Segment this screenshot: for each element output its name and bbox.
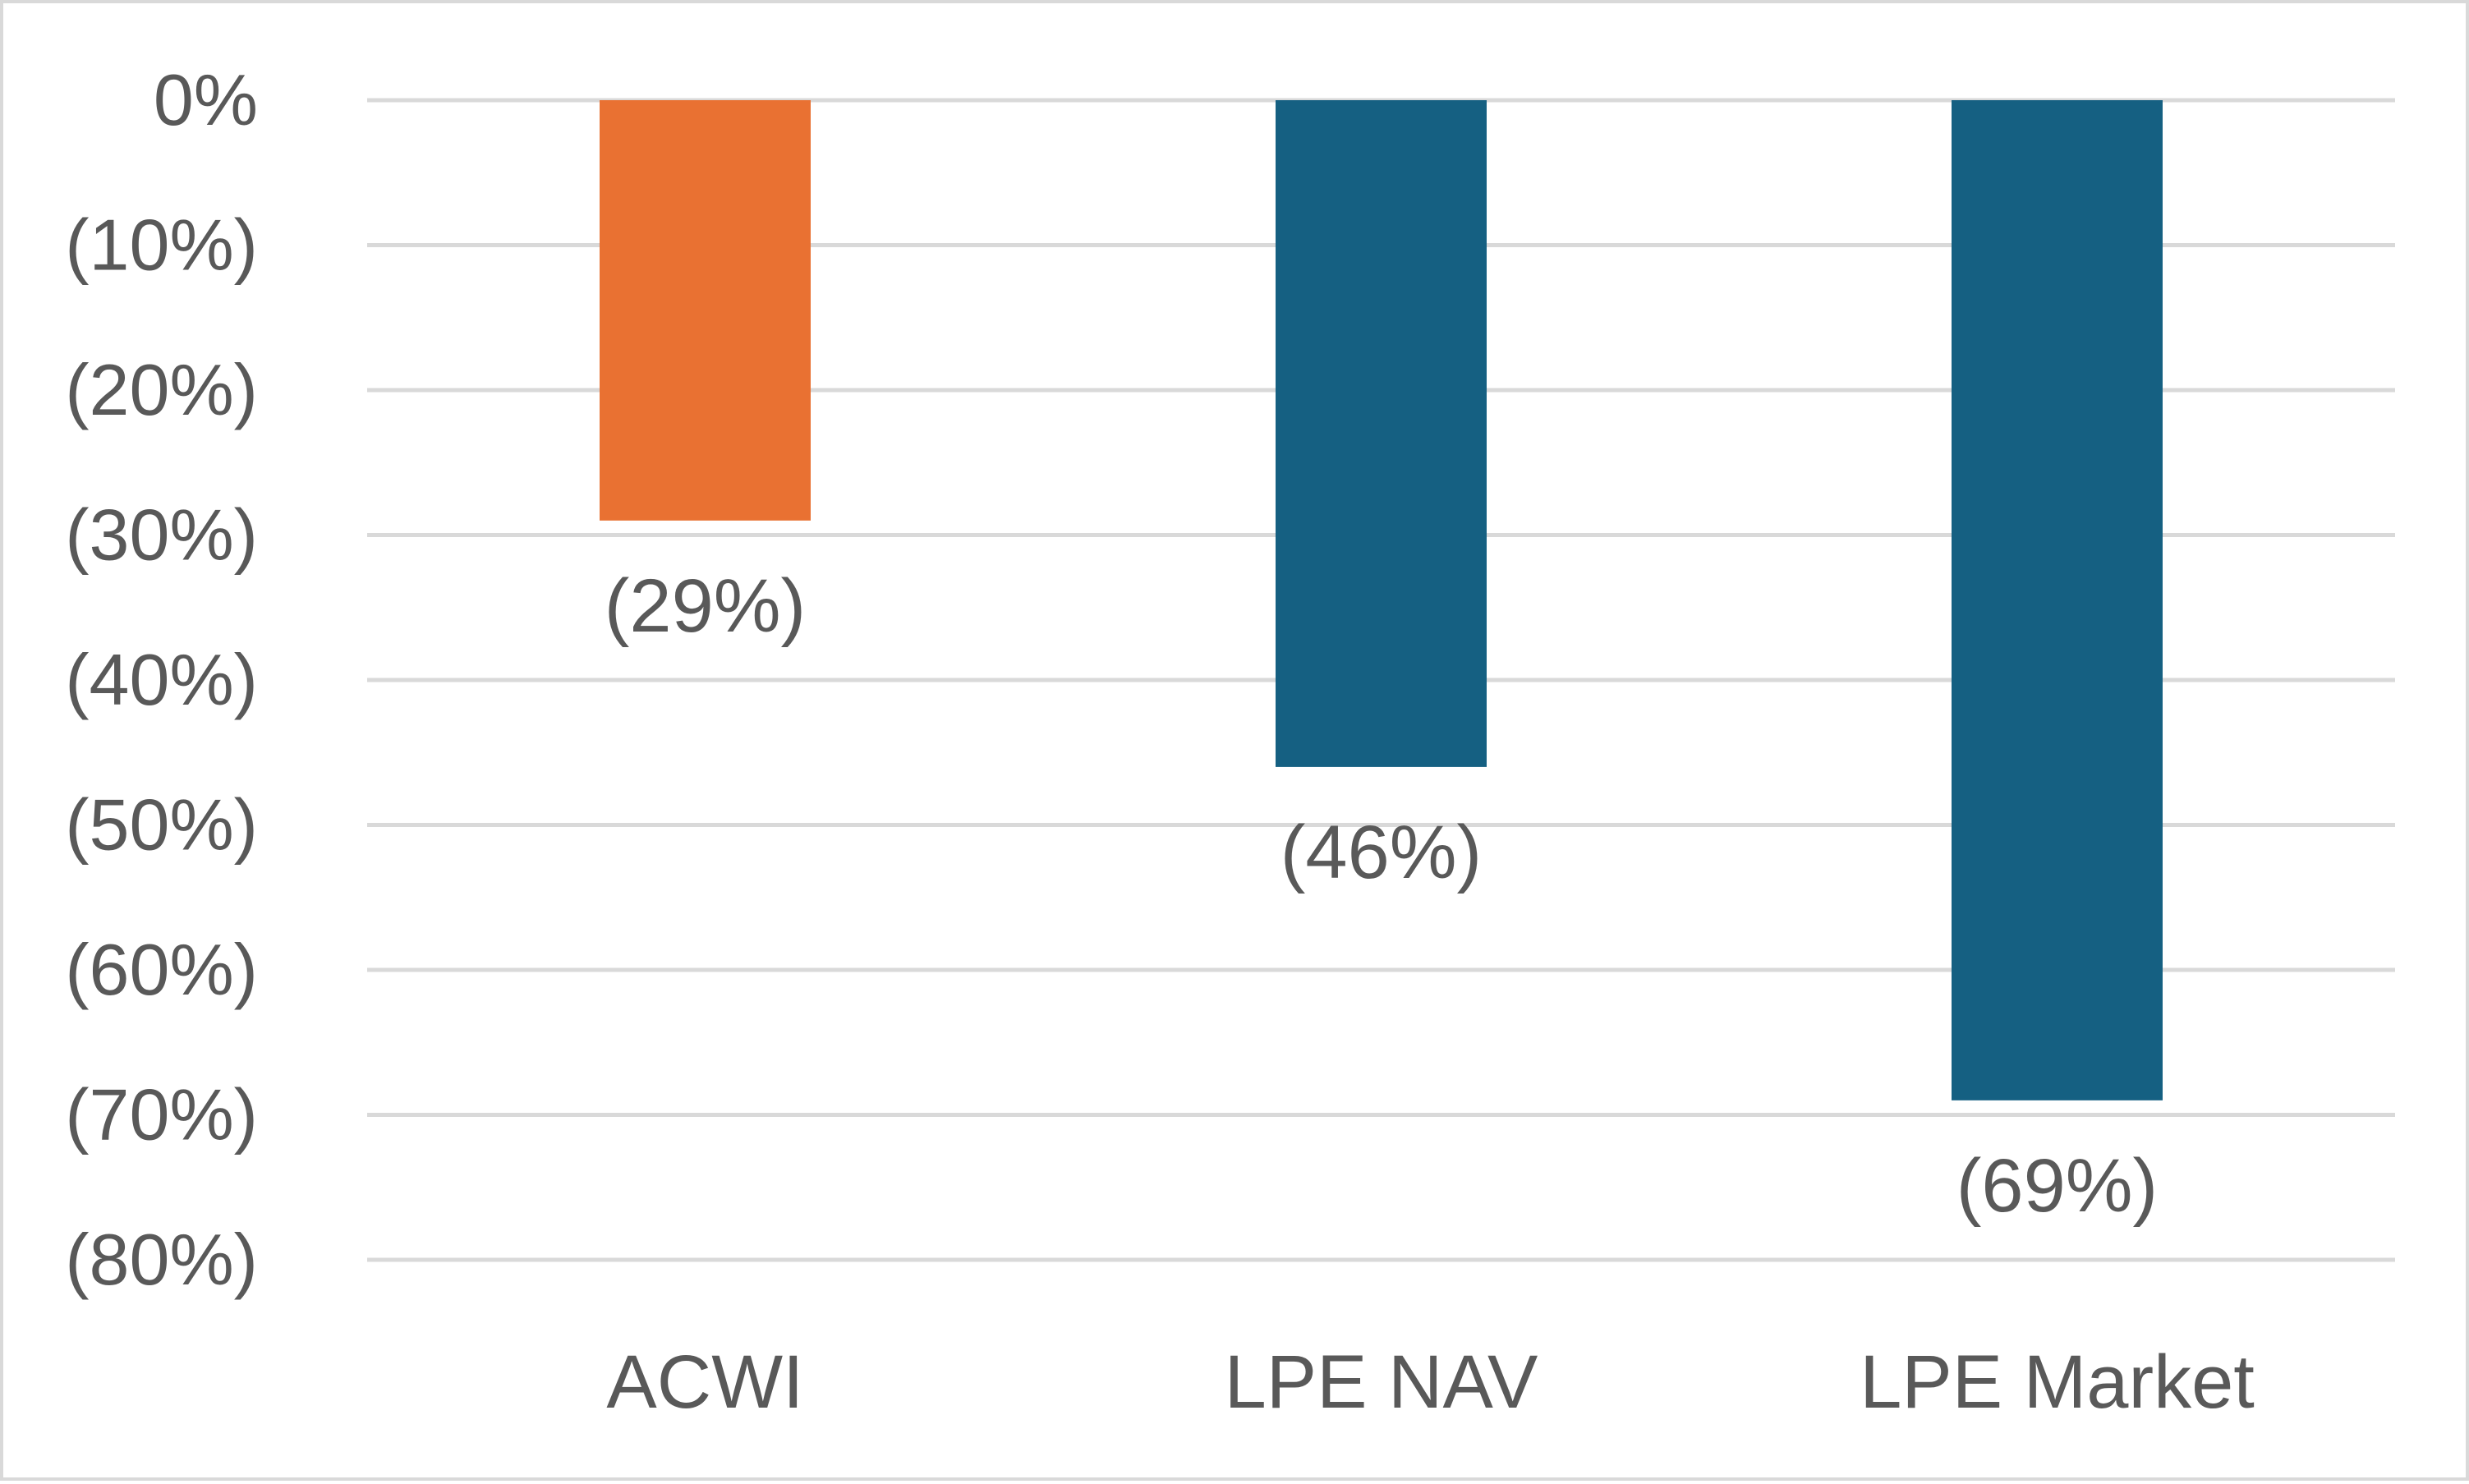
- y-tick-label: (20%): [65, 349, 258, 430]
- category-label: LPE Market: [1860, 1340, 2255, 1424]
- y-tick-label: (70%): [65, 1074, 258, 1155]
- y-tick-label: 0%: [154, 59, 258, 140]
- bar-chart: 0% (10%) (20%) (30%) (40%) (50%) (60%) (70%) (80…: [65, 59, 2395, 1424]
- y-tick-label: (80%): [65, 1219, 258, 1300]
- bar-acwi: [600, 100, 811, 521]
- x-axis-category-labels: ACWI LPE NAV LPE Market: [606, 1340, 2254, 1424]
- y-tick-label: (30%): [65, 494, 258, 576]
- data-label: (29%): [605, 564, 806, 648]
- category-label: LPE NAV: [1225, 1340, 1538, 1424]
- y-tick-label: (40%): [65, 639, 258, 720]
- data-label: (46%): [1280, 811, 1482, 894]
- y-axis-tick-labels: 0% (10%) (20%) (30%) (40%) (50%) (60%) (70%) (80…: [65, 59, 258, 1300]
- y-tick-label: (50%): [65, 784, 258, 866]
- y-tick-label: (10%): [65, 204, 258, 286]
- data-labels: (29%) (46%) (69%): [605, 564, 2158, 1228]
- bar-lpe-market: [1952, 100, 2163, 1100]
- bar-lpe-nav: [1276, 100, 1487, 767]
- data-label: (69%): [1956, 1144, 2158, 1228]
- y-tick-label: (60%): [65, 929, 258, 1010]
- bars: [600, 100, 2163, 1100]
- category-label: ACWI: [606, 1340, 803, 1424]
